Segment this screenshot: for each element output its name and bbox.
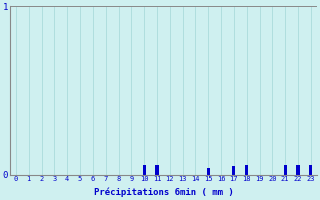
Bar (296, 165, 300, 175)
Bar (232, 166, 236, 175)
Bar (284, 165, 287, 175)
Bar (207, 168, 210, 175)
Bar (309, 165, 312, 175)
Bar (245, 165, 248, 175)
Bar (156, 165, 159, 175)
Bar (142, 165, 146, 175)
X-axis label: Précipitations 6min ( mm ): Précipitations 6min ( mm ) (93, 188, 233, 197)
